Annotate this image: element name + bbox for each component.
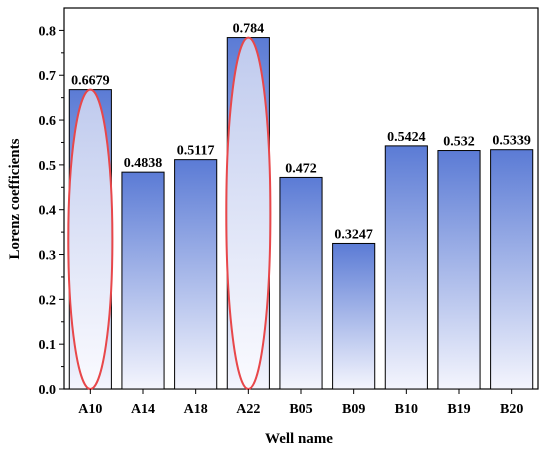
y-tick-label-8: 0.8 (39, 24, 57, 39)
bar-b09 (332, 242, 376, 390)
x-axis-title: Well name (265, 431, 333, 447)
value-label-a10: 0.6679 (71, 74, 110, 89)
bar-a18 (174, 159, 218, 390)
y-tick-label-5: 0.5 (39, 159, 57, 174)
x-tick-label-b19: B19 (447, 402, 470, 417)
value-label-a18: 0.5117 (177, 144, 215, 159)
x-tick-label-b09: B09 (342, 402, 365, 417)
x-tick-label-a18: A18 (184, 402, 208, 417)
y-tick-label-6: 0.6 (39, 114, 57, 129)
x-tick-label-b20: B20 (500, 402, 523, 417)
highlight-ellipse-a10 (67, 88, 114, 390)
value-label-a22: 0.784 (233, 22, 265, 37)
value-label-b09: 0.3247 (334, 227, 373, 242)
value-label-a14: 0.4838 (124, 156, 163, 171)
highlight-ellipses (67, 36, 272, 390)
value-label-b10: 0.5424 (387, 130, 426, 145)
y-axis: 0.0 0.1 0.2 0.3 0.4 0.5 0.6 0.7 0.8 (39, 24, 64, 398)
x-tick-label-a14: A14 (131, 402, 155, 417)
value-label-b05: 0.472 (285, 161, 317, 176)
x-tick-label-a22: A22 (236, 402, 260, 417)
y-tick-label-3: 0.3 (39, 249, 57, 264)
y-tick-label-1: 0.1 (39, 338, 57, 353)
y-tick-label-4: 0.4 (39, 204, 57, 219)
value-label-b20: 0.5339 (492, 134, 531, 149)
highlight-ellipse-a22 (225, 36, 272, 390)
value-label-b19: 0.532 (443, 135, 475, 150)
bar-b19 (437, 150, 481, 390)
bars (68, 37, 534, 390)
y-tick-label-2: 0.2 (39, 293, 57, 308)
bar-b20 (490, 149, 534, 390)
y-axis-title: Lorenz coefficients (7, 138, 23, 259)
bar-b10 (384, 145, 428, 390)
y-tick-label-7: 0.7 (39, 69, 57, 84)
x-axis: A10 A14 A18 A22 B05 B09 B10 B19 B20 (78, 389, 523, 417)
x-tick-label-a10: A10 (78, 402, 102, 417)
x-tick-label-b10: B10 (395, 402, 418, 417)
bar-b05 (279, 176, 323, 390)
y-tick-label-0: 0.0 (39, 383, 57, 398)
x-tick-label-b05: B05 (289, 402, 312, 417)
bar-a14 (121, 171, 165, 390)
value-labels: 0.6679 0.4838 0.5117 0.784 0.472 0.3247 0.5424… (71, 22, 531, 243)
